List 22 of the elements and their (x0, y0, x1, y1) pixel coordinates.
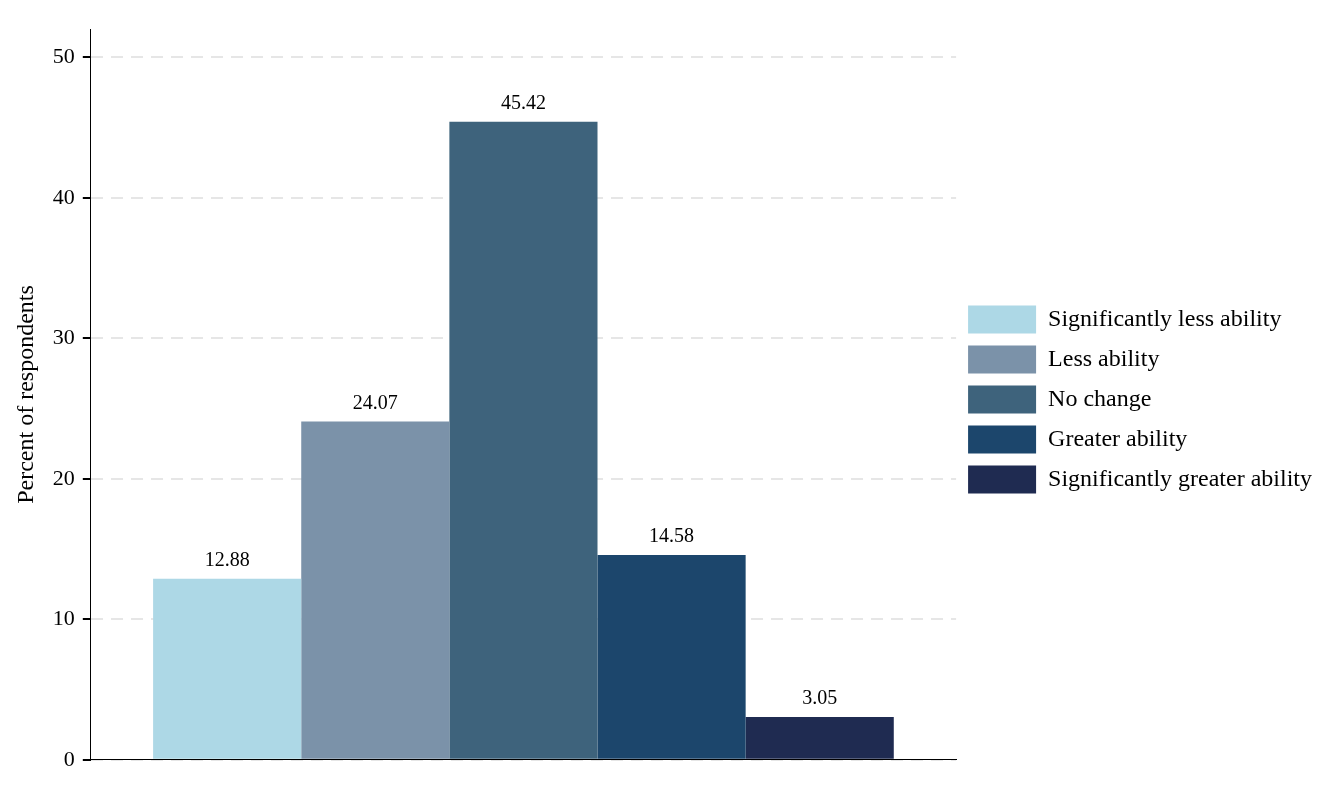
y-tick-label: 40 (52, 183, 75, 209)
legend-label: No change (1048, 384, 1152, 411)
bar (597, 554, 746, 759)
y-tick-label: 50 (52, 43, 75, 69)
bar (301, 421, 450, 759)
data-label: 14.58 (649, 524, 695, 547)
y-tick-label: 30 (52, 324, 75, 350)
y-axis-title: Percent of respondents (11, 285, 38, 504)
bar (153, 578, 302, 759)
y-tick-label: 10 (52, 605, 75, 631)
y-tick-label: 0 (63, 745, 75, 771)
legend-label: Greater ability (1048, 424, 1188, 451)
data-label: 12.88 (204, 548, 250, 571)
y-tick-label: 20 (52, 464, 75, 490)
data-label: 45.42 (500, 90, 546, 113)
legend-label: Significantly less ability (1048, 304, 1282, 331)
legend-label: Less ability (1048, 344, 1160, 371)
bar (745, 716, 894, 759)
data-label: 3.05 (802, 686, 838, 709)
data-label: 24.07 (352, 390, 398, 413)
legend-label: Significantly greater ability (1048, 464, 1312, 491)
bar (449, 121, 598, 759)
